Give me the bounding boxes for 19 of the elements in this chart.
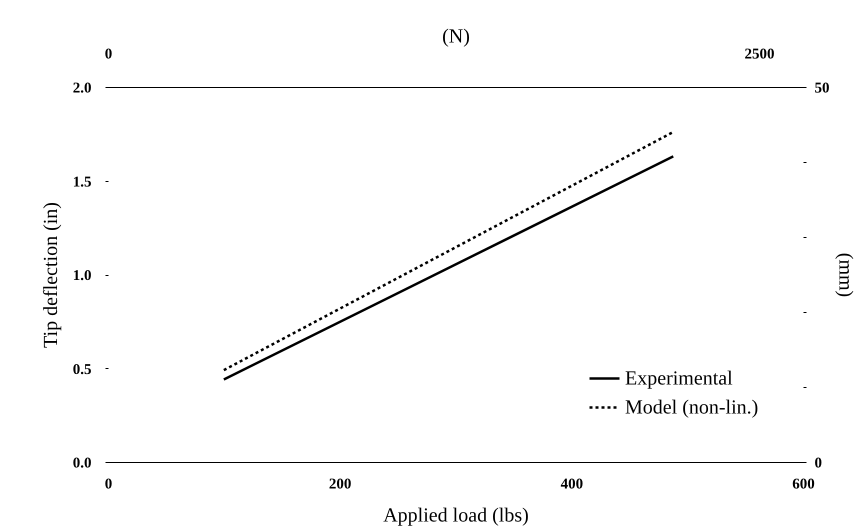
legend-label: Experimental (625, 368, 734, 390)
y2-tick-label: 50 (814, 80, 830, 96)
x2-tick-label: 0 (104, 46, 112, 62)
y2-tick-label: 0 (814, 456, 822, 472)
x2-axis-title: (N) (442, 26, 470, 48)
y2-axis-title: (mm) (834, 252, 856, 298)
y-axis-title: Tip deflection (in) (40, 202, 62, 348)
y-tick-label: 1.5 (72, 174, 92, 190)
y-tick-label: 2.0 (72, 80, 92, 96)
y-tick-label: 1.0 (72, 268, 92, 284)
x-tick-label: 0 (104, 476, 112, 492)
y-tick-label: 0.5 (72, 362, 92, 378)
x2-tick-label: 2500 (744, 46, 774, 62)
x-tick-label: 400 (560, 476, 584, 492)
x-axis-title: Applied load (lbs) (383, 504, 529, 526)
x-tick-label: 200 (328, 476, 352, 492)
legend-label: Model (non-lin.) (625, 396, 758, 418)
y-tick-label: 0.0 (72, 456, 92, 472)
x-tick-label: 600 (792, 476, 815, 492)
